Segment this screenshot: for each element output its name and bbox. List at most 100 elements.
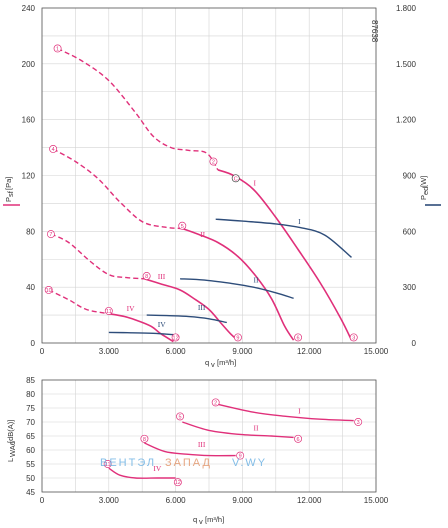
operating-point-marker [233, 333, 242, 342]
operating-point-marker [49, 145, 58, 153]
sound-point-label: 6 [297, 437, 300, 443]
operating-point-label: 7 [49, 232, 52, 238]
sound-point-marker [103, 460, 112, 468]
x-tick-label-bottom: 3.000 [99, 496, 120, 505]
y-left-tick-label: 40 [26, 283, 35, 292]
power-curve-label: I [298, 217, 301, 226]
x-axis-label-sub-top: v [211, 360, 215, 369]
x-tick-label-top: 15.000 [364, 347, 389, 356]
power-curve-label: II [254, 276, 259, 285]
y-bottom-label-sub: WA6 [8, 441, 17, 457]
watermark-part3: V.WY [232, 457, 267, 469]
y-left-label-sub: sf [6, 190, 15, 197]
power-curve-III [146, 314, 227, 324]
plot-frame-top [41, 7, 377, 344]
axes: 0 3.000 6.000 9.000 12.000 15.000040801201602… [3, 4, 441, 526]
sound-point-label: 8 [143, 437, 146, 443]
sound-point-marker [354, 418, 363, 426]
x-axis-label-sub-bottom: v [199, 517, 203, 526]
sound-point-label: 9 [239, 454, 242, 460]
sound-curve-III [144, 442, 236, 457]
y-right-label-sub: ed [421, 187, 430, 195]
x-tick-label-top: 12.000 [297, 347, 322, 356]
sound-point-marker [294, 434, 303, 443]
sound-point-label: 3 [357, 420, 360, 426]
x-tick-label-bottom: 6.000 [166, 496, 187, 505]
sound-point-marker [236, 451, 245, 460]
x-tick-label-bottom: 12.000 [297, 496, 322, 505]
operating-point-marker [231, 174, 240, 183]
power-curve-I [215, 218, 352, 258]
y-tick-label-bottom: 50 [26, 474, 35, 483]
y-tick-label-bottom: 55 [26, 460, 35, 469]
sound-point-marker [211, 398, 220, 407]
y-right-tick-label: 1.200 [396, 116, 417, 125]
operating-point-label: 6 [297, 335, 300, 341]
power-curve-label: III [198, 303, 206, 312]
y-tick-label-bottom: 80 [26, 390, 35, 399]
watermark-part2: ЗАПАД [165, 457, 212, 469]
y-right-tick-label: 300 [403, 283, 417, 292]
power-curve-label: IV [158, 320, 166, 329]
pressure-curve-label: I [254, 178, 257, 187]
y-right-axis-label: Ped[W] [419, 176, 430, 200]
operating-point-marker [209, 157, 218, 166]
sound-point-marker [140, 434, 149, 443]
pressure-curve-label: III [158, 272, 166, 281]
y-left-tick-label: 80 [26, 227, 35, 236]
sound-point-marker [173, 478, 182, 487]
y-right-tick-label: 1.800 [396, 4, 417, 13]
y-left-label-unit: [Pa] [4, 177, 13, 190]
y-left-tick-label: 0 [31, 339, 36, 348]
x-axis-label-unit-bottom: [m³/h] [205, 515, 224, 524]
y-bottom-label-unit: [dB(A)] [6, 420, 15, 443]
pressure-curve-I-solid [217, 169, 353, 341]
x-axis-label-top: q [205, 358, 209, 367]
y-right-tick-label: 0 [412, 339, 417, 348]
operating-point-label: 10 [46, 288, 52, 294]
operating-point-label: C [234, 176, 238, 182]
sound-point-label: 12 [175, 480, 181, 486]
doc-code: 87638 [370, 20, 379, 43]
watermark-part1: ВЕНТЭЛ [100, 457, 156, 469]
x-tick-label-bottom: 15.000 [364, 496, 389, 505]
pressure-curve-I-dashed [57, 47, 219, 171]
x-tick-label-bottom: 9.000 [232, 496, 253, 505]
y-left-tick-label: 200 [22, 60, 36, 69]
operating-point-label: 11 [106, 309, 112, 315]
x-tick-label-top: 9.000 [232, 347, 253, 356]
y-left-label-text: P [4, 197, 13, 202]
operating-point-label: 2 [212, 160, 215, 166]
pressure-curve-III-solid [144, 278, 239, 341]
operating-point-marker [294, 333, 303, 342]
operating-point-label: 4 [52, 147, 55, 153]
operating-point-label: 3 [352, 335, 355, 341]
operating-point-marker [46, 230, 55, 239]
y-tick-label-bottom: 60 [26, 446, 35, 455]
operating-point-label: 8 [145, 274, 148, 280]
pressure-curve-II-solid [182, 227, 295, 341]
operating-point-marker [142, 272, 151, 280]
x-tick-label-bottom: 0 [40, 496, 45, 505]
sound-curve-I [215, 403, 354, 422]
sound-curve-II [182, 421, 294, 439]
pressure-curve-label: II [200, 230, 205, 239]
pressure-curve-IV-dashed [48, 289, 109, 315]
pressure-curve-II-dashed [52, 148, 183, 230]
y-tick-label-bottom: 85 [26, 376, 35, 385]
sound-curve-label: IV [153, 464, 161, 473]
sound-point-label: 2 [214, 400, 217, 406]
operating-point-marker [53, 44, 62, 53]
y-tick-label-bottom: 70 [26, 418, 35, 427]
y-left-axis-label: Psf[Pa] [4, 177, 15, 202]
y-right-tick-label: 600 [403, 227, 417, 236]
sound-point-label: 11 [105, 462, 111, 468]
operating-point-label: 12 [173, 335, 179, 341]
pressure-curve-IV-solid [108, 312, 174, 343]
sound-curve-label: I [298, 407, 301, 416]
y-tick-label-bottom: 65 [26, 432, 35, 441]
x-axis-label-bottom: q [193, 515, 197, 524]
